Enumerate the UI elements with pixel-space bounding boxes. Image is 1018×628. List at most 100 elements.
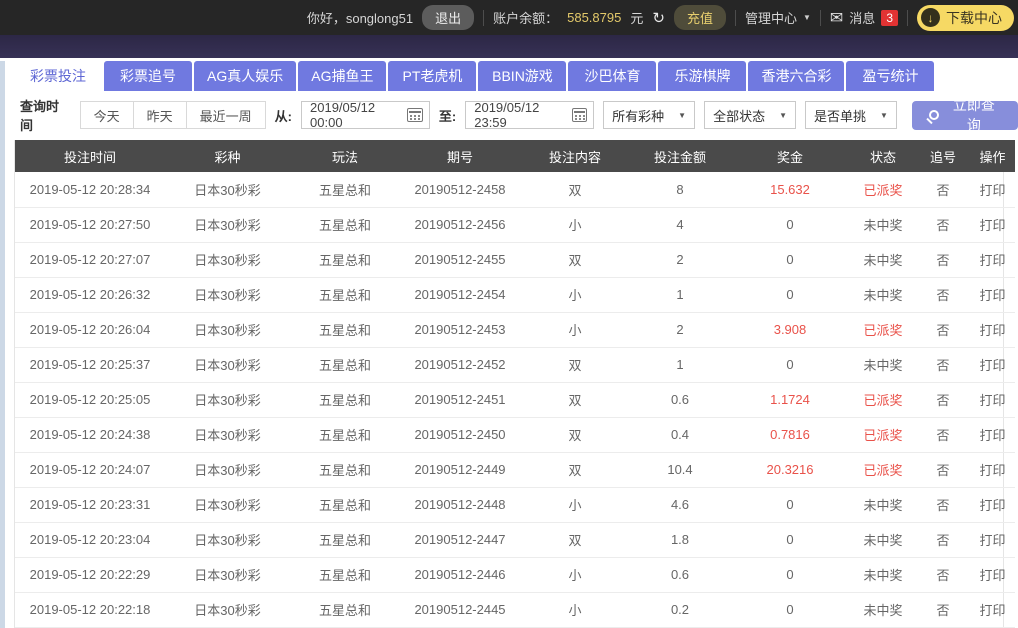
cell-prize: 1.1724 bbox=[770, 392, 810, 407]
cell-issue-number: 20190512-2456 bbox=[400, 207, 520, 243]
cell-lottery: 日本30秒彩 bbox=[165, 522, 290, 558]
to-date-input[interactable]: 2019/05/12 23:59 bbox=[465, 100, 595, 130]
from-label: 从: bbox=[274, 108, 293, 124]
admin-center-menu[interactable]: 管理中心 ▼ bbox=[745, 8, 811, 27]
print-link[interactable]: 打印 bbox=[979, 253, 1006, 268]
cell-status: 已派奖 bbox=[863, 393, 903, 408]
cell-status: 未中奖 bbox=[863, 253, 903, 268]
status-value: 全部状态 bbox=[713, 108, 766, 124]
cell-bet-content: 双 bbox=[520, 452, 630, 488]
chevron-down-icon: ▼ bbox=[678, 110, 687, 120]
cell-bet-amount: 2 bbox=[630, 242, 730, 278]
tab[interactable]: PT老虎机 bbox=[388, 61, 477, 91]
single-pick-value: 是否单挑 bbox=[814, 108, 867, 124]
print-link[interactable]: 打印 bbox=[979, 182, 1006, 198]
print-link[interactable]: 打印 bbox=[979, 533, 1006, 548]
tab-bar: 彩票投注 彩票追号 AG真人娱乐 AG捕鱼王 PT老虎机 BBIN游戏 沙巴体育… bbox=[14, 61, 1018, 91]
quick-range-yesterday-button[interactable]: 昨天 bbox=[132, 101, 187, 129]
tab[interactable]: 乐游棋牌 bbox=[658, 61, 747, 91]
logout-button[interactable]: 退出 bbox=[422, 5, 475, 30]
cell-chase: 否 bbox=[916, 522, 970, 558]
print-link[interactable]: 打印 bbox=[979, 218, 1006, 233]
lottery-type-value: 所有彩种 bbox=[612, 108, 665, 124]
topbar-divider bbox=[907, 9, 908, 26]
cell-bet-time: 2019-05-12 20:23:31 bbox=[15, 487, 165, 523]
status-select[interactable]: 全部状态 ▼ bbox=[704, 101, 797, 129]
print-link[interactable]: 打印 bbox=[979, 498, 1006, 513]
cell-issue-number: 20190512-2450 bbox=[400, 417, 520, 453]
cell-bet-content: 小 bbox=[520, 312, 630, 348]
cell-issue-number: 20190512-2452 bbox=[400, 347, 520, 383]
refresh-balance-icon[interactable]: ↻ bbox=[652, 9, 665, 27]
cell-chase: 否 bbox=[916, 557, 970, 593]
cell-status: 未中奖 bbox=[863, 568, 903, 583]
cell-bet-content: 小 bbox=[520, 487, 630, 523]
tab[interactable]: BBIN游戏 bbox=[478, 61, 567, 91]
tab[interactable]: AG捕鱼王 bbox=[298, 61, 387, 91]
cell-bet-amount: 4 bbox=[630, 207, 730, 243]
print-link[interactable]: 打印 bbox=[979, 358, 1006, 373]
cell-status: 未中奖 bbox=[863, 603, 903, 618]
topbar-divider bbox=[819, 9, 821, 26]
cell-chase: 否 bbox=[916, 452, 970, 488]
lottery-type-select[interactable]: 所有彩种 ▼ bbox=[603, 101, 696, 129]
quick-range-today-button[interactable]: 今天 bbox=[79, 101, 134, 129]
cell-prize: 0 bbox=[786, 357, 794, 372]
cell-issue-number: 20190512-2447 bbox=[400, 522, 520, 558]
chevron-down-icon: ▼ bbox=[802, 13, 811, 22]
cell-chase: 否 bbox=[916, 277, 970, 313]
table-row: 2019-05-12 20:24:07 日本30秒彩 五星总和 20190512… bbox=[15, 452, 1015, 488]
cell-bet-amount: 1 bbox=[630, 347, 730, 383]
cell-prize: 0 bbox=[786, 567, 794, 582]
cell-chase: 否 bbox=[916, 347, 970, 383]
tab[interactable]: 盈亏统计 bbox=[846, 61, 935, 91]
single-pick-select[interactable]: 是否单挑 ▼ bbox=[805, 101, 897, 129]
print-link[interactable]: 打印 bbox=[979, 463, 1006, 478]
recharge-button[interactable]: 充值 bbox=[673, 5, 726, 30]
chevron-down-icon: ▼ bbox=[880, 110, 888, 120]
tab[interactable]: 香港六合彩 bbox=[748, 61, 845, 91]
print-link[interactable]: 打印 bbox=[979, 568, 1006, 583]
column-header: 奖金 bbox=[730, 140, 850, 172]
cell-bet-time: 2019-05-12 20:27:07 bbox=[15, 242, 165, 278]
cell-issue-number: 20190512-2454 bbox=[400, 277, 520, 313]
print-link[interactable]: 打印 bbox=[979, 428, 1006, 443]
tab[interactable]: 彩票投注 bbox=[14, 61, 102, 91]
print-link[interactable]: 打印 bbox=[979, 603, 1006, 618]
cell-play-type: 五星总和 bbox=[290, 452, 400, 488]
print-link[interactable]: 打印 bbox=[979, 323, 1006, 338]
table-row: 2019-05-12 20:23:04 日本30秒彩 五星总和 20190512… bbox=[15, 522, 1015, 558]
search-button[interactable]: 立即查询 bbox=[911, 97, 1018, 133]
cell-lottery: 日本30秒彩 bbox=[165, 557, 290, 593]
cell-play-type: 五星总和 bbox=[290, 522, 400, 558]
messages-menu[interactable]: ✉ 消息 3 bbox=[830, 8, 898, 28]
cell-play-type: 五星总和 bbox=[290, 592, 400, 628]
left-edge-strip bbox=[0, 61, 5, 628]
query-time-label: 查询时间 bbox=[20, 99, 60, 133]
column-header: 投注时间 bbox=[15, 140, 165, 172]
tab[interactable]: AG真人娱乐 bbox=[194, 61, 297, 91]
cell-status: 已派奖 bbox=[863, 323, 903, 338]
quick-range-lastweek-button[interactable]: 最近一周 bbox=[185, 101, 266, 129]
cell-bet-time: 2019-05-12 20:22:18 bbox=[15, 592, 165, 628]
tab[interactable]: 彩票追号 bbox=[104, 61, 192, 91]
cell-status: 未中奖 bbox=[863, 533, 903, 548]
from-date-input[interactable]: 2019/05/12 00:00 bbox=[301, 100, 430, 130]
print-link[interactable]: 打印 bbox=[979, 288, 1006, 303]
cell-status: 已派奖 bbox=[863, 463, 903, 478]
table-row: 2019-05-12 20:26:32 日本30秒彩 五星总和 20190512… bbox=[15, 277, 1015, 313]
balance-label: 账户余额： bbox=[493, 11, 559, 26]
tab[interactable]: 沙巴体育 bbox=[568, 61, 657, 91]
cell-bet-amount: 10.4 bbox=[630, 452, 730, 488]
cell-status: 未中奖 bbox=[863, 498, 903, 513]
table-row: 2019-05-12 20:24:38 日本30秒彩 五星总和 20190512… bbox=[15, 417, 1015, 453]
search-icon bbox=[928, 110, 939, 120]
print-link[interactable]: 打印 bbox=[979, 393, 1006, 408]
cell-bet-amount: 8 bbox=[630, 172, 730, 208]
download-center-button[interactable]: ↓ 下载中心 bbox=[917, 4, 1014, 31]
cell-bet-amount: 2 bbox=[630, 312, 730, 348]
search-button-label: 立即查询 bbox=[952, 97, 995, 133]
cell-issue-number: 20190512-2446 bbox=[400, 557, 520, 593]
cell-bet-amount: 1.8 bbox=[630, 522, 730, 558]
cell-prize: 0 bbox=[786, 252, 794, 267]
